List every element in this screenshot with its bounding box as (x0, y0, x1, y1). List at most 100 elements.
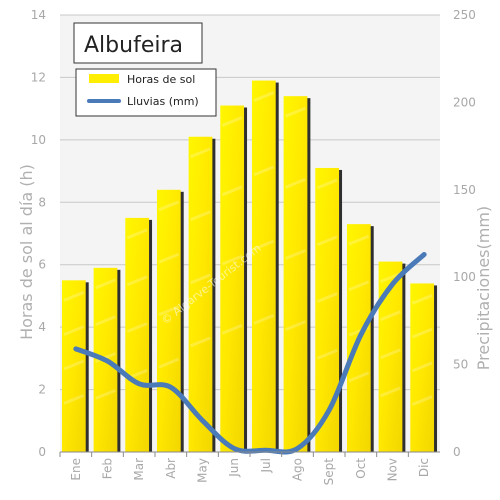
bar (283, 96, 308, 453)
x-tick-label: Dic (417, 458, 431, 477)
bar-texture (285, 106, 306, 332)
bar (61, 280, 86, 452)
bar-texture (190, 147, 211, 348)
bar-texture (380, 272, 401, 398)
bar-streak (158, 305, 180, 317)
bar-streak (253, 314, 275, 325)
x-tick-label: Sept (322, 458, 336, 486)
bars-layer (61, 80, 438, 453)
rainfall-point (295, 446, 300, 451)
chart-title: Albufeira (84, 33, 183, 58)
x-tick-label: Nov (386, 458, 400, 481)
bar (125, 217, 150, 452)
bar-streak (380, 386, 401, 398)
rainfall-point (390, 282, 395, 287)
bar-streak (285, 177, 306, 189)
rainfall-point (327, 408, 332, 413)
bar-streak (411, 361, 433, 373)
bar-streak (126, 322, 148, 333)
bar-streak (348, 280, 370, 292)
bar-streak (158, 200, 180, 212)
y-left-tick-label: 0 (38, 445, 46, 459)
bar-streak (221, 324, 243, 335)
bar-texture (411, 294, 433, 406)
legend-label-line: Lluvias (mm) (127, 95, 199, 108)
bar (251, 80, 276, 453)
bar-streak (253, 91, 275, 102)
bar-streak (380, 310, 401, 322)
line-layer (73, 251, 427, 455)
bar-texture (253, 91, 275, 325)
bar-streak (63, 290, 85, 302)
x-tick-label: Ago (291, 458, 305, 481)
bar-streak (348, 371, 370, 383)
bar-streak (348, 234, 370, 246)
y-left-tick-label: 6 (38, 258, 46, 272)
bar (410, 283, 435, 452)
bar-streak (190, 147, 211, 159)
bar-streak (221, 254, 243, 266)
x-tick-label: Mar (132, 458, 146, 481)
bar-texture (221, 116, 243, 335)
bar-streak (316, 292, 338, 303)
axes-layer: 0 2 4 6 8 10 12 14 0 50 100 150 200 250 Ene Feb Mar Abr Ma… (31, 8, 476, 485)
bar-streak (316, 235, 338, 247)
bar (188, 136, 213, 452)
rainfall-point (105, 359, 110, 364)
bar-streak (253, 165, 275, 177)
bar-streak (158, 252, 180, 264)
bar-streak (190, 210, 211, 222)
rainfall-point (200, 418, 205, 423)
y-axis-left-title: Horas de sol al día (h) (17, 164, 36, 340)
y-left-tick-label: 4 (38, 320, 46, 334)
y-left-tick-label: 2 (38, 383, 46, 397)
bar-streak (126, 275, 148, 287)
bar-streak (411, 395, 433, 406)
bar-streak (126, 228, 148, 240)
bar-streak (190, 336, 211, 348)
rainfall-point (73, 346, 78, 351)
bar-streak (380, 348, 401, 360)
y-right-tick-label: 150 (453, 183, 476, 197)
bar-texture (63, 290, 85, 405)
rainfall-point (358, 332, 363, 337)
y-left-tick-label: 14 (31, 8, 46, 22)
bar-streak (285, 106, 306, 118)
bar-streak (63, 393, 85, 405)
bar-streak (253, 239, 275, 251)
bar (378, 261, 403, 452)
bar-streak (316, 348, 338, 360)
y-right-tick-label: 100 (453, 270, 476, 284)
y-left-tick-label: 12 (31, 70, 46, 84)
bar-streak (95, 315, 116, 327)
y-right-tick-label: 50 (453, 358, 468, 372)
bar-streak (380, 272, 401, 283)
bar (315, 167, 340, 452)
x-tick-label: Ene (69, 458, 83, 481)
bar-streak (411, 294, 433, 305)
x-tick-label: Feb (101, 458, 115, 479)
bar-streak (95, 388, 116, 400)
y-axis-right-title: Precipitaciones(mm) (474, 206, 493, 370)
bar-streak (285, 320, 306, 332)
bar-streak (190, 273, 211, 285)
bar-texture (316, 178, 338, 360)
bar-streak (316, 178, 338, 190)
x-tick-label: Abr (164, 458, 178, 479)
y-left-tick-label: 8 (38, 195, 46, 209)
y-right-tick-label: 0 (453, 445, 461, 459)
rainfall-point (137, 381, 142, 386)
bar-streak (95, 278, 116, 290)
rainfall-point (168, 385, 173, 390)
legend-swatch-bar (89, 74, 119, 83)
x-tick-label: Oct (354, 458, 368, 479)
bar-texture (158, 200, 180, 369)
x-tick-label: Jul (259, 458, 273, 473)
bar (220, 105, 245, 453)
legend: Horas de sol Lluvias (mm) (75, 68, 217, 117)
bar-streak (411, 327, 433, 339)
rainfall-point (232, 446, 237, 451)
x-tick-label: May (196, 458, 210, 483)
